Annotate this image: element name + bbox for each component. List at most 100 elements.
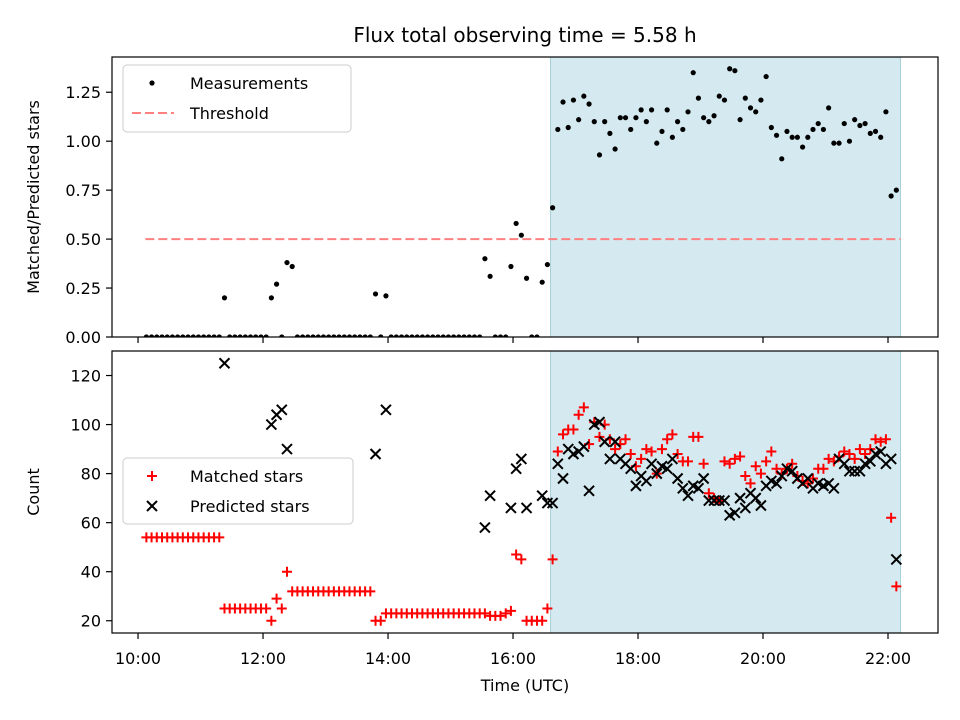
data-point [703, 494, 715, 507]
data-point [770, 477, 783, 490]
series-measurements [143, 66, 899, 337]
data-point [664, 107, 670, 113]
data-point [258, 334, 264, 337]
data-point [273, 281, 280, 287]
data-point [776, 470, 788, 482]
data-point [409, 334, 415, 337]
data-point [216, 334, 222, 337]
data-point [852, 117, 858, 123]
data-point [557, 472, 569, 485]
data-point [511, 549, 522, 560]
data-point [164, 334, 170, 337]
legend-marker [147, 471, 157, 481]
data-point [740, 471, 751, 482]
data-point [893, 187, 899, 193]
data-point [763, 73, 769, 80]
data-point [656, 444, 667, 455]
data-point [346, 334, 353, 337]
data-point [281, 443, 293, 455]
data-point [831, 140, 837, 146]
data-point [745, 478, 756, 489]
data-point [276, 404, 288, 416]
data-point [573, 409, 584, 420]
data-point [838, 458, 850, 470]
legend: Measurements Threshold [122, 64, 352, 133]
data-point [541, 497, 554, 509]
data-point [872, 128, 879, 135]
data-point [552, 446, 563, 457]
data-point [451, 334, 457, 337]
data-point [875, 436, 886, 447]
x-tick-label: 12:00 [240, 649, 286, 668]
data-point [232, 334, 238, 337]
data-point [279, 334, 285, 337]
data-point [576, 117, 582, 123]
data-point [724, 458, 735, 469]
data-point [843, 465, 856, 477]
data-point [671, 472, 684, 485]
data-point [495, 610, 506, 621]
data-point [683, 456, 694, 467]
data-point [518, 232, 524, 238]
data-point [404, 334, 410, 337]
data-point [461, 334, 467, 337]
data-point [266, 615, 277, 626]
data-point [336, 334, 342, 337]
data-point [547, 554, 558, 565]
data-point [739, 502, 752, 514]
data-point [737, 117, 743, 123]
data-point [761, 456, 772, 467]
data-point [268, 295, 274, 301]
data-point [591, 119, 597, 125]
axes-frame [111, 350, 939, 634]
data-point [398, 334, 405, 337]
data-point [253, 334, 259, 337]
data-point [477, 334, 483, 337]
data-point [550, 205, 556, 211]
data-point [534, 334, 540, 337]
data-point [680, 126, 686, 133]
data-point [662, 434, 673, 445]
data-point [729, 453, 740, 464]
data-point [383, 293, 389, 299]
data-point [729, 507, 741, 519]
data-point [786, 465, 798, 477]
data-point [625, 462, 637, 475]
data-point [505, 605, 516, 616]
data-point [242, 334, 248, 337]
data-point [799, 144, 806, 150]
y-tick-label: 0.50 [65, 230, 101, 249]
data-point [516, 554, 527, 565]
data-point [487, 273, 493, 279]
data-point [645, 458, 658, 470]
data-point [544, 261, 550, 268]
legend-label: Measurements [190, 74, 308, 93]
data-point [848, 465, 861, 477]
data-point [844, 448, 855, 459]
data-point [789, 134, 795, 140]
data-point [755, 499, 767, 512]
data-point [888, 193, 894, 199]
data-point [565, 124, 571, 131]
data-point [818, 463, 829, 474]
observing-window-region [550, 351, 902, 633]
data-point [750, 492, 762, 504]
data-point [372, 291, 379, 297]
data-point [677, 482, 689, 495]
data-point [836, 140, 842, 146]
data-point [810, 126, 816, 133]
data-point [890, 553, 903, 566]
data-point [598, 436, 611, 448]
data-point [883, 109, 889, 115]
data-point [854, 465, 866, 477]
legend-label: Matched stars [190, 467, 303, 486]
data-point [604, 453, 616, 465]
observing-window-region [550, 57, 902, 337]
y-axis-label: Matched/Predicted stars [24, 100, 43, 294]
data-point [808, 473, 819, 484]
data-point [185, 334, 191, 337]
data-point [206, 334, 212, 337]
series-matched-stars [141, 402, 902, 626]
data-point [247, 334, 254, 337]
legend: Matched stars Predicted stars [122, 457, 354, 525]
